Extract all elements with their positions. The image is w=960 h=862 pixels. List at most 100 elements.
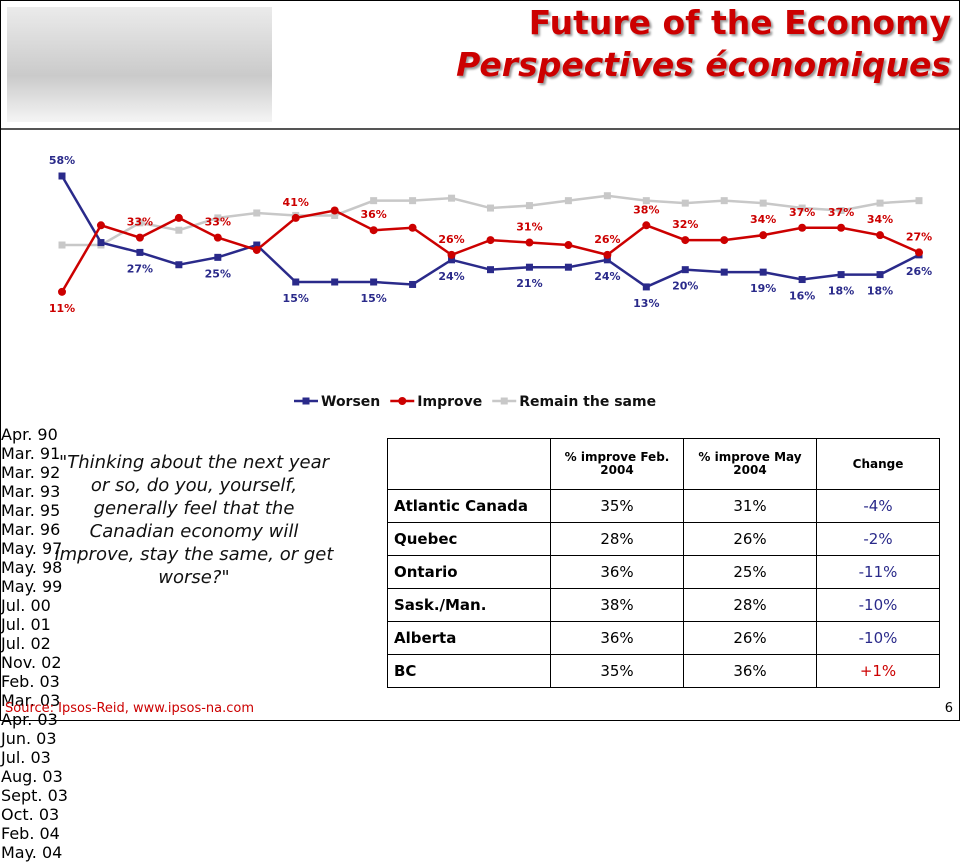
point (58, 287, 66, 296)
point (136, 248, 144, 256)
legend-marker (302, 397, 310, 405)
point (759, 268, 767, 276)
header-rule (1, 128, 959, 130)
data-label: 26% (594, 233, 620, 246)
point (291, 213, 300, 222)
table-row: Alberta 36% 26% -10% (387, 621, 940, 655)
point (447, 250, 456, 259)
x-tick-label: Jul. 03 (1, 748, 51, 767)
point (370, 197, 378, 205)
x-tick-label: Feb. 04 (1, 824, 60, 843)
table-header-cell (387, 438, 551, 490)
table-cell: -10% (816, 621, 940, 655)
data-label: 18% (867, 285, 893, 298)
table-cell: 28% (550, 522, 684, 556)
data-label: 32% (672, 218, 698, 231)
point (642, 197, 650, 205)
data-label: 34% (867, 213, 893, 226)
x-tick-label: May. 98 (1, 558, 63, 577)
x-tick-label: Oct. 03 (1, 805, 60, 824)
x-tick-label: Mar. 95 (1, 501, 61, 520)
point (58, 172, 66, 180)
data-label: 18% (828, 285, 854, 298)
data-label: 16% (789, 290, 815, 303)
table-cell: 36% (550, 555, 684, 589)
x-tick-label: Apr. 90 (1, 425, 58, 444)
point (681, 266, 689, 274)
table-row: Sask./Man. 38% 28% -10% (387, 588, 940, 622)
table-row: BC 35% 36% +1% (387, 654, 940, 688)
table-cell: 36% (683, 654, 817, 688)
table-row: Quebec 28% 26% -2% (387, 522, 940, 556)
table-cell: -10% (816, 588, 940, 622)
point (487, 266, 494, 274)
table-cell: 38% (550, 588, 684, 622)
point (837, 223, 846, 232)
point (253, 209, 261, 217)
data-label: 27% (906, 230, 932, 243)
table-header-cell: % improve May 2004 (683, 438, 817, 490)
point (409, 197, 417, 205)
point (409, 280, 417, 288)
point (876, 199, 884, 207)
x-tick-label: Jun. 03 (1, 729, 57, 748)
point (720, 236, 729, 245)
x-tick-label: Jul. 02 (1, 634, 51, 653)
point (876, 231, 885, 240)
data-label: 20% (672, 280, 698, 293)
data-label: 15% (360, 292, 386, 305)
legend-label: Worsen (321, 394, 380, 410)
data-label: 41% (283, 196, 309, 209)
chart: 58% 27% 25% 15% 15% 24% 21% 24% 13% 20% 19% 16% 18% 1… (49, 154, 932, 410)
legend-marker (500, 397, 508, 405)
point (58, 241, 66, 249)
table-cell: 31% (683, 489, 817, 523)
point (96, 221, 105, 230)
table: % improve Feb. 2004% improve May 2004 Cha… (387, 438, 940, 688)
table-header-cell: Change (816, 438, 940, 490)
point (174, 213, 183, 222)
point (252, 245, 261, 254)
series-line (60, 209, 920, 293)
table-header-row: % improve Feb. 2004% improve May 2004 Cha… (387, 438, 940, 490)
point (837, 207, 845, 215)
point (370, 278, 378, 286)
data-label: 31% (516, 221, 542, 234)
point (564, 197, 572, 205)
data-label: 37% (789, 206, 815, 219)
data-label: 36% (360, 208, 386, 221)
table-cell: -11% (816, 555, 940, 589)
point (681, 199, 689, 207)
point (487, 204, 494, 212)
point (759, 199, 767, 207)
data-label: 38% (633, 203, 659, 216)
point (292, 278, 300, 286)
data-label: 24% (594, 270, 620, 283)
legend-label: Remain the same (519, 394, 656, 410)
point (915, 197, 923, 205)
x-tick-label: Feb. 03 (1, 672, 60, 691)
table-cell: 26% (683, 522, 817, 556)
point (681, 236, 690, 245)
point (603, 250, 612, 259)
data-label: 27% (127, 262, 153, 275)
x-tick-label: Jul. 00 (1, 596, 51, 615)
x-tick-label: Mar. 03 (1, 691, 61, 710)
point (603, 256, 611, 264)
data-label: 34% (750, 213, 776, 226)
data-label: 11% (49, 302, 75, 315)
point (837, 271, 845, 279)
point (448, 256, 456, 264)
table-header-cell: % improve Feb. 2004 (550, 438, 684, 490)
point (915, 248, 923, 257)
table-cell: Atlantic Canada (387, 489, 551, 523)
point (564, 241, 573, 250)
point (720, 268, 728, 276)
data-label: 19% (750, 282, 776, 295)
point (253, 241, 261, 249)
table-cell: +1% (816, 654, 940, 688)
point (448, 194, 456, 202)
subtitle: Perspectives économiques (456, 45, 951, 84)
page-number: 6 (944, 701, 953, 716)
x-tick-label: Mar. 92 (1, 463, 61, 482)
